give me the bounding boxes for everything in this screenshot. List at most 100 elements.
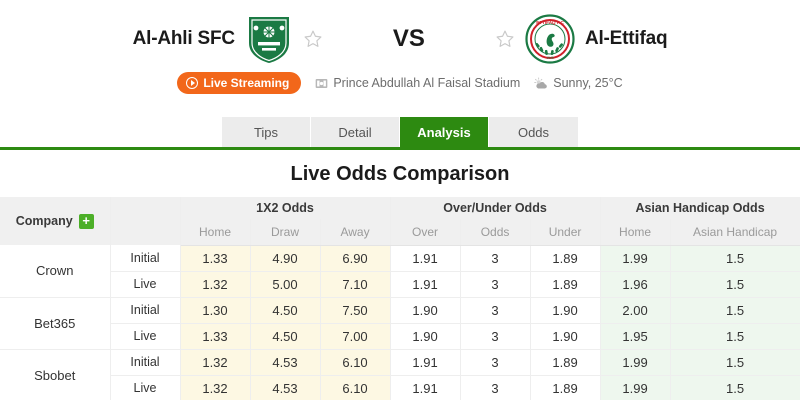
company-name-cell[interactable]: Crown xyxy=(0,245,111,298)
odds-cell-home: 1.33 xyxy=(179,323,251,350)
svg-text:ETTIFAQ F.C: ETTIFAQ F.C xyxy=(536,20,564,25)
weather-text: Sunny, 25°C xyxy=(553,76,623,91)
svg-text:1945: 1945 xyxy=(546,56,554,60)
odds-cell-asian-handicap: 1.5 xyxy=(670,245,800,272)
vs-label: VS xyxy=(392,25,425,52)
play-circle-icon xyxy=(186,77,199,90)
match-header: Al-Ahli SFC VS xyxy=(0,0,800,110)
odds-cell-over: 1.90 xyxy=(389,297,461,324)
odds-cell-odds: 3 xyxy=(460,271,531,298)
subheader-draw-1: Draw xyxy=(250,219,321,246)
odds-cell-over: 1.90 xyxy=(389,323,461,350)
odds-cell-away: 7.00 xyxy=(320,323,391,350)
odds-cell-away: 7.10 xyxy=(320,271,391,298)
odds-cell-odds: 3 xyxy=(460,297,531,324)
odds-cell-under: 1.90 xyxy=(530,297,601,324)
odds-cell-home: 2.00 xyxy=(599,297,671,324)
odds-cell-home: 1.99 xyxy=(599,245,671,272)
table-row[interactable]: Live 1.33 4.50 7.00 1.90 3 1.90 1.95 1.5 xyxy=(0,323,800,350)
table-row[interactable]: Live 1.32 5.00 7.10 1.91 3 1.89 1.96 1.5 xyxy=(0,271,800,298)
weather-info: Sunny, 25°C xyxy=(534,76,623,91)
phase-cell-initial: Initial xyxy=(110,245,181,272)
subheader-home-6: Home xyxy=(599,219,671,246)
live-streaming-button[interactable]: Live Streaming xyxy=(177,72,302,95)
group-header-1x2: 1X2 Odds xyxy=(179,197,391,219)
stadium-name: Prince Abdullah Al Faisal Stadium xyxy=(333,76,521,91)
odds-cell-home: 1.99 xyxy=(599,349,671,376)
tab-bar: Tips Detail Analysis Odds xyxy=(0,110,800,150)
odds-cell-draw: 4.50 xyxy=(250,297,321,324)
stadium-info: Prince Abdullah Al Faisal Stadium xyxy=(315,76,520,90)
sun-cloud-icon xyxy=(534,77,548,89)
company-name-cell[interactable]: Bet365 xyxy=(0,297,111,350)
phase-cell-initial: Initial xyxy=(110,349,181,376)
odds-cell-odds: 3 xyxy=(460,349,531,376)
odds-cell-draw: 4.90 xyxy=(250,245,321,272)
subheader-home-0: Home xyxy=(179,219,251,246)
phase-cell-initial: Initial xyxy=(110,297,181,324)
odds-cell-over: 1.91 xyxy=(389,271,461,298)
table-row[interactable]: Crown Initial 1.33 4.90 6.90 1.91 3 1.89 1.99 1.5 xyxy=(0,245,800,298)
odds-cell-home: 1.32 xyxy=(179,349,251,376)
tab-analysis[interactable]: Analysis xyxy=(400,117,489,147)
odds-cell-home: 1.33 xyxy=(179,245,251,272)
phase-cell-live: Live xyxy=(110,271,181,298)
subheader-asian-handicap-7: Asian Handicap xyxy=(670,219,800,246)
odds-cell-asian-handicap: 1.5 xyxy=(670,297,800,324)
odds-cell-under: 1.89 xyxy=(530,245,601,272)
al-ahli-crest-icon xyxy=(248,17,289,63)
odds-cell-odds: 3 xyxy=(460,323,531,350)
subheader-over-3: Over xyxy=(389,219,461,246)
odds-cell-under: 1.90 xyxy=(530,323,601,350)
page-title: Live Odds Comparison xyxy=(290,163,510,185)
odds-cell-over: 1.91 xyxy=(389,375,461,400)
odds-cell-home: 1.32 xyxy=(179,375,251,400)
table-row[interactable]: Bet365 Initial 1.30 4.50 7.50 1.90 3 1.90 2.00 1.… xyxy=(0,297,800,350)
odds-cell-over: 1.91 xyxy=(389,349,461,376)
odds-cell-asian-handicap: 1.5 xyxy=(670,375,800,400)
odds-cell-under: 1.89 xyxy=(530,349,601,376)
odds-comparison-table: Company + 1X2 Odds Over/Under Odds Asian… xyxy=(0,197,800,400)
company-label: Company xyxy=(15,214,73,228)
home-team-name: Al-Ahli SFC xyxy=(132,28,235,49)
odds-cell-under: 1.89 xyxy=(530,375,601,400)
odds-cell-over: 1.91 xyxy=(389,245,461,272)
al-ettifaq-crest-icon: ETTIFAQ F.C 1945 xyxy=(525,14,575,64)
table-row[interactable]: Live 1.32 4.53 6.10 1.91 3 1.89 1.99 1.5 xyxy=(0,375,800,400)
odds-cell-draw: 4.53 xyxy=(250,375,321,400)
tab-odds[interactable]: Odds xyxy=(489,117,578,147)
phase-header-spacer xyxy=(110,197,181,245)
tabs-container: Tips Detail Analysis Odds xyxy=(222,117,578,147)
odds-cell-draw: 4.50 xyxy=(250,323,321,350)
star-outline-icon[interactable] xyxy=(303,29,323,49)
odds-cell-odds: 3 xyxy=(460,245,531,272)
odds-cell-asian-handicap: 1.5 xyxy=(670,271,800,298)
table-body: Crown Initial 1.33 4.90 6.90 1.91 3 1.89 1.99 1.5… xyxy=(0,245,800,400)
stadium-icon xyxy=(315,78,328,88)
tab-tips[interactable]: Tips xyxy=(222,117,311,147)
odds-cell-home: 1.30 xyxy=(179,297,251,324)
odds-cell-away: 6.10 xyxy=(320,349,391,376)
match-meta-row: Live Streaming Prince Abdullah Al Faisal… xyxy=(177,72,623,95)
odds-cell-home: 1.96 xyxy=(599,271,671,298)
odds-cell-home: 1.99 xyxy=(599,375,671,400)
phase-cell-live: Live xyxy=(110,375,181,400)
home-team[interactable]: Al-Ahli SFC xyxy=(133,13,323,65)
tab-detail[interactable]: Detail xyxy=(311,117,400,147)
plus-badge-icon[interactable]: + xyxy=(78,213,94,229)
odds-cell-home: 1.95 xyxy=(599,323,671,350)
company-name-cell[interactable]: Sbobet xyxy=(0,349,111,400)
company-header: Company + xyxy=(0,197,111,245)
odds-cell-away: 6.10 xyxy=(320,375,391,400)
teams-row: Al-Ahli SFC VS xyxy=(0,8,800,70)
sub-header-row: Home Draw Away Over Odds Under Home Asian Handi… xyxy=(0,219,800,246)
phase-cell-live: Live xyxy=(110,323,181,350)
table-row[interactable]: Sbobet Initial 1.32 4.53 6.10 1.91 3 1.89 1.99 1.… xyxy=(0,349,800,400)
subheader-under-5: Under xyxy=(530,219,601,246)
star-outline-icon[interactable] xyxy=(495,29,515,49)
live-streaming-label: Live Streaming xyxy=(203,76,290,90)
group-header-over-under: Over/Under Odds xyxy=(389,197,601,219)
away-team[interactable]: ETTIFAQ F.C 1945 Al-Ettifaq xyxy=(495,14,668,64)
odds-cell-away: 7.50 xyxy=(320,297,391,324)
